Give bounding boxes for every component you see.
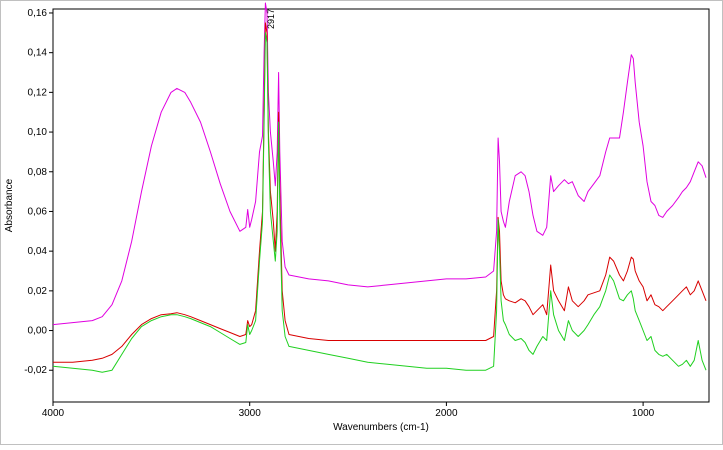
annotation-layer: 2917	[266, 9, 276, 29]
series-line-1	[52, 2, 707, 326]
y-axis: -0,02 0,00 0,02 0,04 0,06 0,08 0,10 0,12 0,14 0,1…	[24, 8, 53, 376]
series-line-3	[52, 32, 707, 373]
y-tick-label: 0,12	[28, 87, 48, 98]
x-axis: 4000 3000 2000 1000	[42, 402, 655, 419]
x-tick-label: 3000	[239, 408, 262, 419]
plot-frame	[52, 8, 710, 403]
y-tick-label: -0,02	[24, 365, 47, 376]
y-tick-label: 0,08	[28, 167, 48, 178]
y-tick-label: 0,14	[28, 48, 48, 59]
x-tick-label: 4000	[42, 408, 65, 419]
y-tick-label: 0,00	[28, 326, 48, 337]
x-tick-label: 1000	[632, 408, 655, 419]
y-tick-label: 0,16	[28, 8, 48, 19]
peak-annotation: 2917	[266, 9, 276, 29]
y-tick-label: 0,02	[28, 286, 48, 297]
y-tick-label: 0,06	[28, 206, 48, 217]
x-axis-label: Wavenumbers (cm-1)	[333, 422, 429, 433]
y-axis-label: Absorbance	[4, 178, 15, 232]
y-tick-label: 0,10	[28, 127, 48, 138]
plot-area	[52, 8, 710, 403]
x-tick-label: 2000	[435, 408, 458, 419]
y-tick-label: 0,04	[28, 246, 48, 257]
series-layer	[52, 2, 707, 373]
